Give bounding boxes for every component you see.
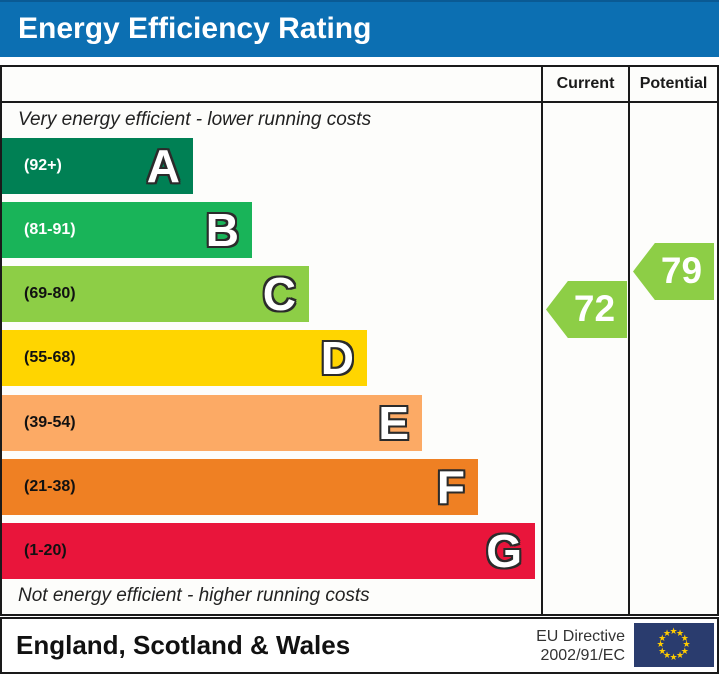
eu-flag-star: ★ [663, 627, 672, 638]
note-very-efficient: Very energy efficient - lower running co… [18, 109, 372, 130]
band-letter: C [262, 268, 296, 320]
band-range-label: (92+) [24, 157, 62, 174]
region-label: England, Scotland & Wales [16, 630, 351, 660]
band-letter: E [378, 397, 409, 449]
note-not-efficient: Not energy efficient - higher running co… [18, 585, 370, 606]
potential-column-header: Potential [639, 75, 708, 92]
eu-directive-label: EU Directive 2002/91/EC [536, 627, 625, 665]
eu-flag-star: ★ [658, 632, 667, 643]
eu-flag-star: ★ [680, 632, 689, 643]
footer-bar: England, Scotland & Wales EU Directive 2… [0, 617, 719, 674]
band-letter: A [146, 140, 180, 192]
band-letter: D [320, 332, 354, 384]
band-range-label: (69-80) [24, 285, 76, 302]
eu-flag-star: ★ [682, 639, 691, 649]
rating-chart: Current Potential Very energy efficient … [0, 65, 719, 616]
band-row-b: (81-91) B [2, 202, 252, 258]
band-range-label: (39-54) [24, 414, 76, 431]
eu-flag-star: ★ [663, 650, 672, 661]
eu-flag-star: ★ [669, 652, 678, 662]
band-letter: B [205, 204, 239, 256]
band-range-label: (81-91) [24, 221, 76, 238]
band-range-label: (1-20) [24, 542, 67, 559]
potential-rating-value: 79 [660, 250, 703, 291]
current-rating-arrow: 72 [546, 281, 627, 338]
eu-flag-star: ★ [676, 650, 685, 661]
current-rating-value: 72 [573, 288, 616, 329]
band-row-c: (69-80) C [2, 266, 309, 322]
band-row-d: (55-68) D [2, 330, 367, 386]
eu-flag-icon: ★ ★ ★ ★ ★ ★ ★ ★ ★ ★ ★ ★ [634, 623, 714, 667]
eu-flag-star: ★ [669, 626, 678, 636]
page-title: Energy Efficiency Rating [18, 12, 372, 45]
band-range-label: (55-68) [24, 349, 76, 366]
potential-rating-arrow: 79 [633, 243, 714, 300]
band-row-g: (1-20) G [2, 523, 535, 579]
band-row-a: (92+) A [2, 138, 193, 194]
eu-flag-star: ★ [680, 645, 689, 656]
eu-directive-line2: 2002/91/EC [540, 647, 625, 664]
title-bar: Energy Efficiency Rating [0, 0, 719, 57]
eu-flag-star: ★ [658, 645, 667, 656]
column-divider-potential [628, 67, 630, 614]
band-letter: F [436, 461, 465, 513]
band-row-e: (39-54) E [2, 395, 422, 451]
header-separator-line [2, 101, 717, 103]
column-divider-current [541, 67, 543, 614]
eu-directive-line1: EU Directive [536, 628, 625, 645]
eu-flag-star: ★ [656, 639, 665, 649]
eu-flag-star: ★ [676, 627, 685, 638]
band-range-label: (21-38) [24, 478, 76, 495]
band-row-f: (21-38) F [2, 459, 478, 515]
band-letter: G [486, 525, 522, 577]
current-column-header: Current [556, 75, 615, 92]
